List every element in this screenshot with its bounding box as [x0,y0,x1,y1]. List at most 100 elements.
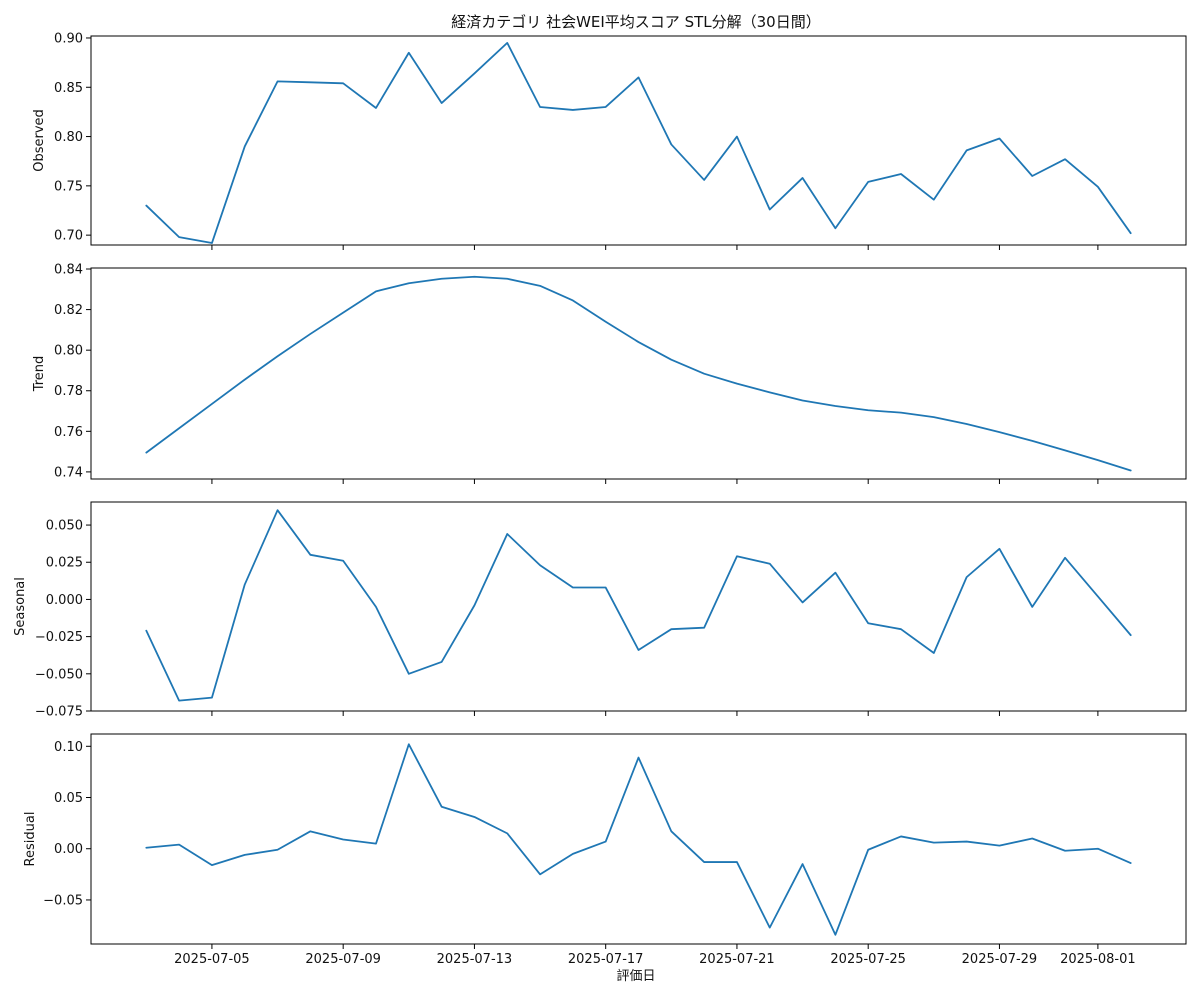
data-point-residual [736,861,738,863]
data-point-observed [933,198,935,200]
data-point-observed [703,179,705,181]
data-point-seasonal [1130,634,1132,636]
data-point-trend [211,403,213,405]
y-tick-label-trend: 0.78 [54,384,83,399]
plot-frame-residual [90,733,1187,945]
data-point-trend [867,409,869,411]
data-point-seasonal [867,622,869,624]
data-point-trend [473,276,475,278]
data-point-residual [1097,848,1099,850]
data-point-observed [178,236,180,238]
data-point-residual [1064,850,1066,852]
series-line-trend [145,275,1132,472]
data-point-trend [440,278,442,280]
data-point-trend [670,359,672,361]
data-point-trend [736,382,738,384]
y-tick-label-seasonal: −0.025 [35,630,83,645]
y-tick-label-seasonal: −0.075 [35,705,83,720]
data-point-residual [309,830,311,832]
data-point-residual [244,854,246,856]
panel-trend: 0.74 0.76 0.78 0.80 0.82 0.84 Trend [32,263,1187,484]
x-tick-label: 2025-07-25 [830,952,906,967]
data-point-trend [276,355,278,357]
y-tick-label-residual: 0.05 [54,791,83,806]
data-point-observed [375,107,377,109]
data-point-residual [834,934,836,936]
data-point-observed [244,145,246,147]
y-tick-label-observed: 0.85 [54,81,83,96]
data-point-trend [539,285,541,287]
plot-frame-seasonal [90,501,1187,712]
data-point-trend [933,416,935,418]
data-point-seasonal [145,629,147,631]
y-tick-label-seasonal: −0.050 [35,667,83,682]
data-point-observed [145,204,147,206]
data-point-seasonal [998,548,1000,550]
y-tick-label-observed: 0.90 [54,31,83,46]
data-point-observed [572,109,574,111]
y-axis-label-observed: Observed [32,109,47,172]
data-point-residual [211,864,213,866]
data-point-residual [178,843,180,845]
data-point-seasonal [178,699,180,701]
data-point-observed [506,42,508,44]
x-tick-label: 2025-08-01 [1060,952,1136,967]
series-line-observed [145,42,1132,244]
data-point-seasonal [375,606,377,608]
x-tick-label: 2025-07-17 [568,952,644,967]
x-tick-label: 2025-07-21 [699,952,775,967]
data-point-trend [244,378,246,380]
data-point-residual [769,926,771,928]
chart-title: 経済カテゴリ 社会WEI平均スコア STL分解（30日間） [451,13,820,31]
data-point-residual [375,842,377,844]
data-point-observed [736,135,738,137]
y-tick-label-trend: 0.74 [54,465,83,480]
data-point-trend [572,299,574,301]
data-point-observed [867,181,869,183]
data-point-trend [998,431,1000,433]
data-point-residual [1130,862,1132,864]
data-point-observed [769,208,771,210]
data-point-observed [998,137,1000,139]
data-point-seasonal [900,628,902,630]
plot-frame-trend [90,267,1187,480]
data-point-observed [309,81,311,83]
data-point-seasonal [342,560,344,562]
y-tick-label-trend: 0.80 [54,344,83,359]
data-point-seasonal [604,586,606,588]
data-point-residual [998,844,1000,846]
data-point-trend [506,278,508,280]
data-point-residual [145,847,147,849]
data-point-residual [440,806,442,808]
data-point-residual [965,840,967,842]
x-tick-label: 2025-07-13 [437,952,513,967]
data-point-seasonal [473,604,475,606]
data-point-residual [539,873,541,875]
data-point-observed [604,106,606,108]
y-axis-label-residual: Residual [23,812,38,867]
data-point-residual [572,853,574,855]
data-point-trend [637,341,639,343]
x-tick-label: 2025-07-05 [174,952,250,967]
y-tick-label-trend: 0.82 [54,303,83,318]
panel-seasonal: −0.075 −0.050 −0.025 0.000 0.025 0.050 Seasona… [13,501,1187,720]
data-point-residual [1031,837,1033,839]
y-tick-label-seasonal: 0.050 [46,519,83,534]
data-point-seasonal [1097,595,1099,597]
data-point-seasonal [408,673,410,675]
data-point-observed [211,242,213,244]
data-point-residual [703,861,705,863]
data-point-trend [342,311,344,313]
series-line-residual [145,743,1132,936]
data-point-trend [145,451,147,453]
data-point-observed [408,52,410,54]
data-point-trend [408,282,410,284]
data-point-observed [539,106,541,108]
data-point-seasonal [1064,557,1066,559]
data-point-trend [309,333,311,335]
data-point-trend [801,399,803,401]
y-tick-label-observed: 0.70 [54,229,83,244]
data-point-residual [408,743,410,745]
y-axis-label-trend: Trend [32,356,47,393]
series-line-seasonal [145,509,1132,702]
